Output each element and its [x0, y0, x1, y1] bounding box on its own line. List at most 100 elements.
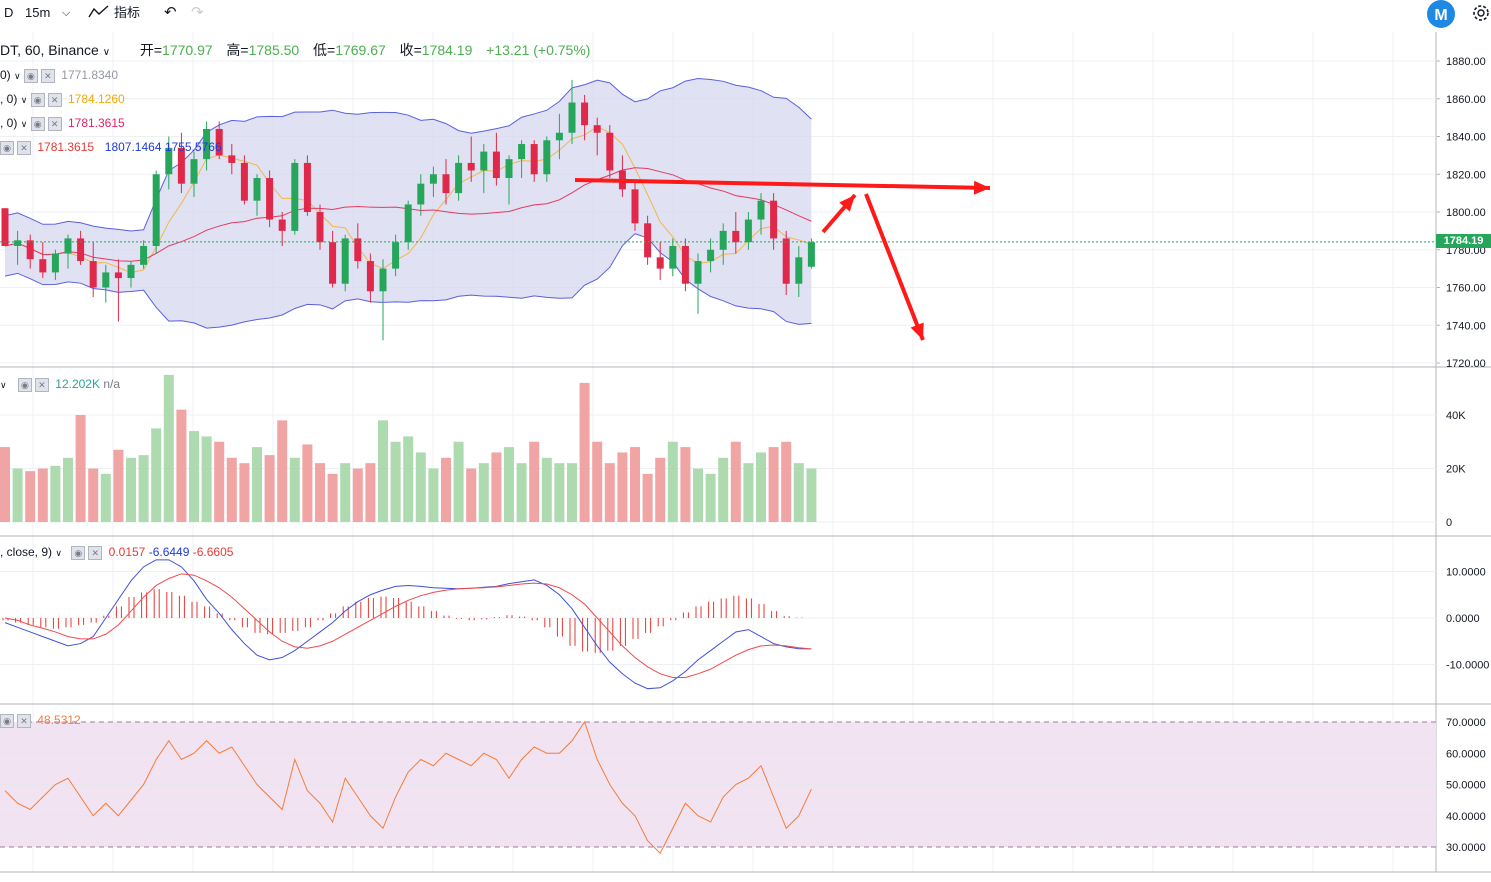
candle-body: [429, 174, 437, 184]
rsi-axis-label: 30.0000: [1446, 842, 1486, 854]
macd-signal-value: -6.6605: [192, 545, 234, 559]
eye-icon[interactable]: ◉: [30, 92, 45, 107]
close-icon[interactable]: ✕: [88, 545, 103, 560]
volume-bar: [88, 468, 99, 522]
candle-body: [505, 159, 513, 179]
chevron-down-icon[interactable]: ∨: [20, 119, 28, 129]
annotation-arrow-right-head: [973, 180, 990, 195]
change-value: +13.21 (+0.75%): [486, 42, 591, 58]
candle-body: [177, 147, 185, 184]
volume-bar: [781, 441, 792, 522]
redo-icon[interactable]: ↷: [191, 4, 204, 21]
ma2-label[interactable]: , 0): [0, 92, 18, 106]
chevron-down-icon[interactable]: ∨: [20, 95, 28, 105]
indicators-button[interactable]: 指标: [114, 5, 141, 20]
volume-bar: [264, 455, 275, 522]
interval-selector[interactable]: 15m: [25, 5, 51, 20]
chevron-down-icon[interactable]: ∨: [102, 47, 111, 58]
eye-icon[interactable]: ◉: [0, 140, 14, 155]
volume-bar: [37, 468, 48, 522]
chevron-down-icon[interactable]: ∨: [55, 548, 62, 558]
brand-logo-icon[interactable]: M: [1426, 0, 1456, 35]
candle-body: [455, 162, 463, 194]
close-icon[interactable]: ✕: [17, 140, 31, 155]
volume-bar: [630, 447, 640, 522]
high-label: 高=: [226, 42, 249, 58]
candle-body: [568, 102, 576, 133]
candle-body: [518, 144, 526, 160]
volume-bar: [189, 431, 199, 522]
undo-icon[interactable]: ↶: [164, 4, 177, 21]
candle-body: [102, 272, 110, 288]
candle-body: [152, 174, 160, 246]
volume-bar: [730, 441, 741, 522]
ma3-label[interactable]: , 0): [0, 116, 18, 130]
volume-bar: [226, 457, 237, 522]
indicators-icon[interactable]: [88, 4, 110, 25]
volume-value: 12.202K: [55, 377, 100, 391]
candle-body: [656, 257, 664, 269]
candle-body: [606, 132, 614, 171]
volume-bar: [453, 441, 464, 522]
eye-icon[interactable]: ◉: [23, 68, 38, 83]
price-axis-label: 1860.00: [1446, 94, 1486, 106]
ma1-label[interactable]: 0): [0, 68, 11, 82]
volume-bar: [63, 457, 73, 522]
eye-icon[interactable]: ◉: [71, 545, 86, 560]
candle-body: [593, 125, 601, 133]
volume-bar: [201, 436, 212, 522]
close-icon[interactable]: ✕: [47, 92, 62, 107]
bollinger-lower: [4, 233, 812, 329]
volume-bar: [743, 463, 754, 522]
candle-body: [807, 242, 815, 267]
candle-body: [694, 261, 702, 284]
volume-axis-label: 40K: [1446, 410, 1466, 422]
eye-icon[interactable]: ◉: [17, 377, 32, 392]
volume-bar: [176, 409, 187, 522]
volume-bar: [302, 444, 313, 522]
legend-ma3: , 0) ∨ ◉ ✕ 1781.3615: [0, 115, 125, 132]
macd-axis-label: 10.0000: [1446, 567, 1486, 579]
macd-line-value: -6.6449: [148, 545, 190, 559]
volume-bar: [642, 473, 653, 522]
eye-icon[interactable]: ◉: [0, 713, 14, 728]
volume-bar: [252, 447, 262, 522]
close-icon[interactable]: ✕: [47, 116, 62, 131]
candle-body: [26, 240, 34, 260]
gear-icon[interactable]: [1470, 2, 1491, 29]
rsi-axis-label: 40.0000: [1446, 811, 1486, 823]
symbol-title[interactable]: DT, 60, Binance: [0, 42, 99, 58]
volume-bar: [277, 420, 288, 522]
chevron-down-icon[interactable]: ⌵: [62, 7, 71, 19]
candle-body: [316, 212, 324, 243]
macd-label[interactable]: , close, 9): [0, 545, 53, 559]
boll-upper-value: 1807.1464: [104, 140, 162, 154]
candle-body: [89, 261, 97, 288]
volume-bar: [428, 468, 439, 522]
symbol-fragment[interactable]: D: [4, 5, 14, 20]
legend-volume: ∨ ◉ ✕ 12.202K n/a: [0, 376, 120, 393]
ma1-value: 1771.8340: [61, 68, 119, 82]
volume-bar: [491, 452, 502, 522]
candle-body: [480, 151, 488, 171]
volume-bar: [579, 382, 590, 522]
legend-boll: ◉ ✕ 1781.3615 1807.1464 1755.5766: [0, 139, 222, 155]
legend-macd: , close, 9) ∨ ◉ ✕ 0.0157 -6.6449 -6.6605: [0, 544, 233, 561]
eye-icon[interactable]: ◉: [30, 116, 45, 131]
close-icon[interactable]: ✕: [34, 377, 49, 392]
volume-bar: [403, 436, 414, 522]
close-icon[interactable]: ✕: [17, 713, 31, 728]
candle-body: [77, 238, 85, 262]
candle-body: [681, 245, 689, 284]
rsi-axis-label: 50.0000: [1446, 780, 1486, 792]
volume-bar: [529, 441, 540, 522]
chevron-down-icon[interactable]: ∨: [14, 71, 21, 81]
volume-bar: [806, 468, 817, 522]
candle-body: [379, 268, 387, 292]
volume-bar: [604, 463, 615, 522]
chevron-down-icon[interactable]: ∨: [0, 380, 7, 390]
close-icon[interactable]: ✕: [40, 68, 55, 83]
volume-bar: [554, 463, 565, 522]
volume-bar: [113, 449, 124, 522]
